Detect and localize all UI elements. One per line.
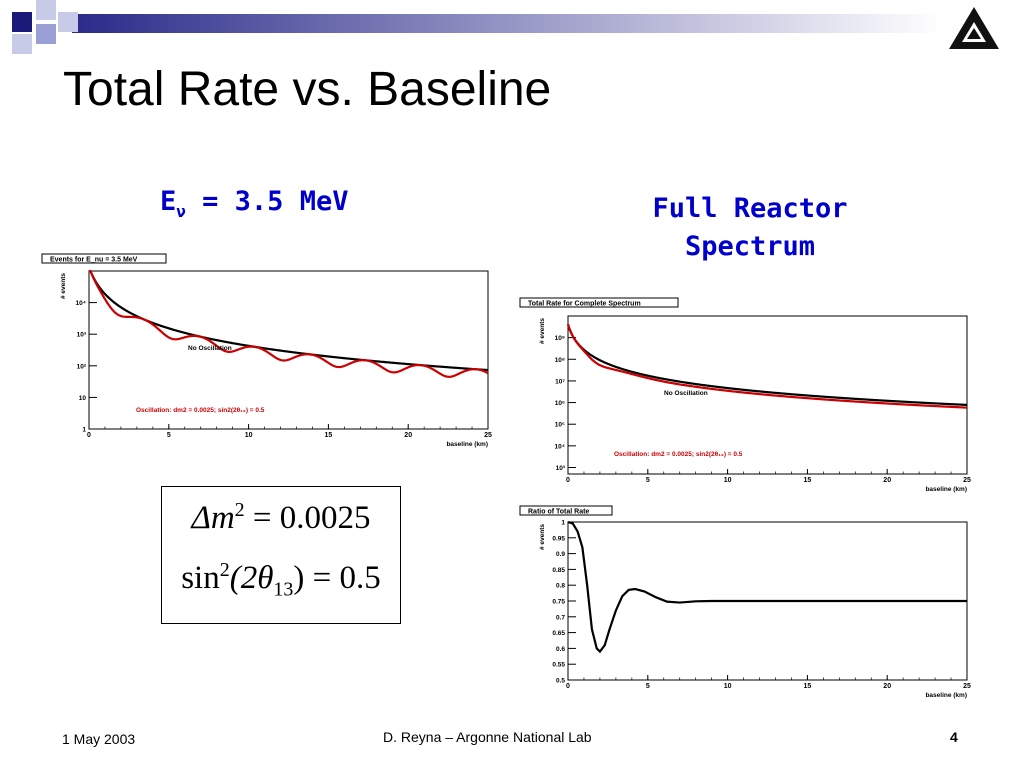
eq1-exp: 2: [234, 499, 245, 521]
series-label: Oscillation: dm2 = 0.0025; sin2(2θ₁₃) = …: [136, 407, 265, 414]
series-line-0: [567, 520, 967, 654]
header-square: [12, 12, 32, 32]
chart-total-rate: Total Rate for Complete Spectrum 0 5 10 15 20…: [518, 294, 980, 494]
x-tick-label: 10: [245, 432, 253, 439]
chart-title-box: [41, 253, 167, 264]
y-tick-label: 0.5: [556, 678, 565, 685]
eq1-rhs: = 0.0025: [244, 500, 371, 536]
y-tick-label: 1: [561, 520, 565, 527]
right-heading: Full Reactor Spectrum: [615, 190, 885, 266]
equation-dm2: Δm2 = 0.0025: [162, 499, 400, 537]
eq2-sub: 13: [273, 578, 294, 601]
x-tick-label: 25: [963, 477, 971, 484]
x-tick-label: 20: [883, 683, 891, 690]
y-tick-label: 10³: [77, 332, 87, 339]
x-tick-label: 15: [804, 683, 812, 690]
eq2-func: sin: [181, 560, 220, 596]
chart-title-box: [519, 505, 613, 516]
x-tick-label: 0: [87, 432, 91, 439]
y-tick-label: 0.8: [556, 583, 565, 590]
x-axis-label: baseline (km): [925, 486, 967, 493]
y-axis-label: # events: [60, 273, 67, 299]
series-label: No Oscillation: [664, 390, 708, 397]
x-tick-label: 25: [963, 683, 971, 690]
plot-frame: [88, 270, 489, 430]
chart-events-3p5mev: Events for E_nu = 3.5 MeV 0 5 10 15 20 25 1 10 10…: [40, 252, 500, 448]
series-label: No Oscillation: [188, 345, 232, 352]
y-axis-label: # events: [539, 318, 546, 344]
y-tick-label: 0.55: [552, 662, 565, 669]
y-tick-label: 10: [79, 395, 87, 402]
slide-title: Total Rate vs. Baseline: [63, 63, 552, 116]
x-tick-label: 0: [566, 477, 570, 484]
left-heading: Eν = 3.5 MeV: [160, 186, 349, 221]
x-tick-label: 5: [167, 432, 171, 439]
series-line-1: [566, 324, 968, 409]
page-number: 4: [950, 729, 958, 745]
footer-author: D. Reyna – Argonne National Lab: [383, 729, 592, 745]
right-heading-line-1: Full Reactor: [652, 193, 848, 224]
y-tick-label: 10⁴: [76, 300, 86, 307]
y-tick-label: 10⁹: [555, 335, 565, 342]
equation-sin2: sin2(2θ13) = 0.5: [162, 559, 400, 602]
y-axis-label: # events: [539, 524, 546, 550]
eq2-close: ): [293, 560, 305, 596]
x-tick-label: 25: [484, 432, 492, 439]
right-heading-line-2: Spectrum: [684, 231, 816, 262]
header-square: [58, 12, 78, 32]
x-tick-label: 5: [646, 477, 650, 484]
y-tick-label: 10⁵: [555, 422, 565, 429]
eq2-exp: 2: [219, 559, 230, 581]
x-tick-label: 0: [566, 683, 570, 690]
header-decoration: [12, 0, 942, 54]
header-square: [36, 24, 56, 44]
chart-ratio: Ratio of Total Rate 0 5 10 15 20 25 0.5 0.55 0.6 0…: [518, 504, 980, 700]
footer-date: 1 May 2003: [62, 731, 136, 747]
chart-title: Events for E_nu = 3.5 MeV: [50, 257, 138, 264]
y-tick-label: 0.65: [552, 630, 565, 637]
x-tick-label: 20: [404, 432, 412, 439]
eq2-rhs: = 0.5: [304, 560, 381, 596]
chart-title-box: [519, 297, 679, 308]
y-tick-label: 0.6: [556, 646, 565, 653]
argonne-logo-icon: [949, 7, 999, 49]
y-tick-label: 0.95: [552, 535, 565, 542]
y-tick-label: 10⁸: [555, 357, 565, 364]
eq1-lhs: Δm: [191, 500, 235, 536]
y-tick-label: 10⁴: [555, 443, 565, 450]
y-tick-label: 1: [82, 427, 86, 434]
y-tick-label: 10⁷: [555, 378, 565, 385]
chart-title: Total Rate for Complete Spectrum: [528, 301, 641, 308]
y-tick-label: 0.75: [552, 599, 565, 606]
chart-title: Ratio of Total Rate: [528, 509, 589, 516]
x-axis-label: baseline (km): [925, 692, 967, 699]
y-tick-label: 10⁶: [555, 400, 565, 407]
y-tick-label: 0.85: [552, 567, 565, 574]
eq2-arg: (2θ: [229, 560, 274, 596]
header-line: [72, 14, 942, 33]
series-line-1: [89, 269, 489, 378]
x-tick-label: 20: [883, 477, 891, 484]
x-tick-label: 5: [646, 683, 650, 690]
x-axis-label: baseline (km): [446, 441, 488, 448]
series-label: Oscillation: dm2 = 0.0025; sin2(2θ₁₃) = …: [614, 451, 743, 458]
header-square: [12, 34, 32, 54]
left-heading-value: = 3.5 MeV: [185, 186, 349, 217]
left-heading-e: E: [160, 186, 177, 217]
x-tick-label: 10: [724, 683, 732, 690]
equation-box: Δm2 = 0.0025 sin2(2θ13) = 0.5: [161, 486, 401, 624]
y-tick-label: 10³: [556, 465, 566, 472]
header-square: [36, 0, 56, 20]
series-line-0: [566, 324, 968, 407]
x-tick-label: 15: [325, 432, 333, 439]
x-tick-label: 10: [724, 477, 732, 484]
y-tick-label: 10²: [77, 363, 87, 370]
left-heading-subscript: ν: [176, 202, 186, 221]
x-tick-label: 15: [804, 477, 812, 484]
y-tick-label: 0.7: [556, 614, 565, 621]
y-tick-label: 0.9: [556, 551, 565, 558]
